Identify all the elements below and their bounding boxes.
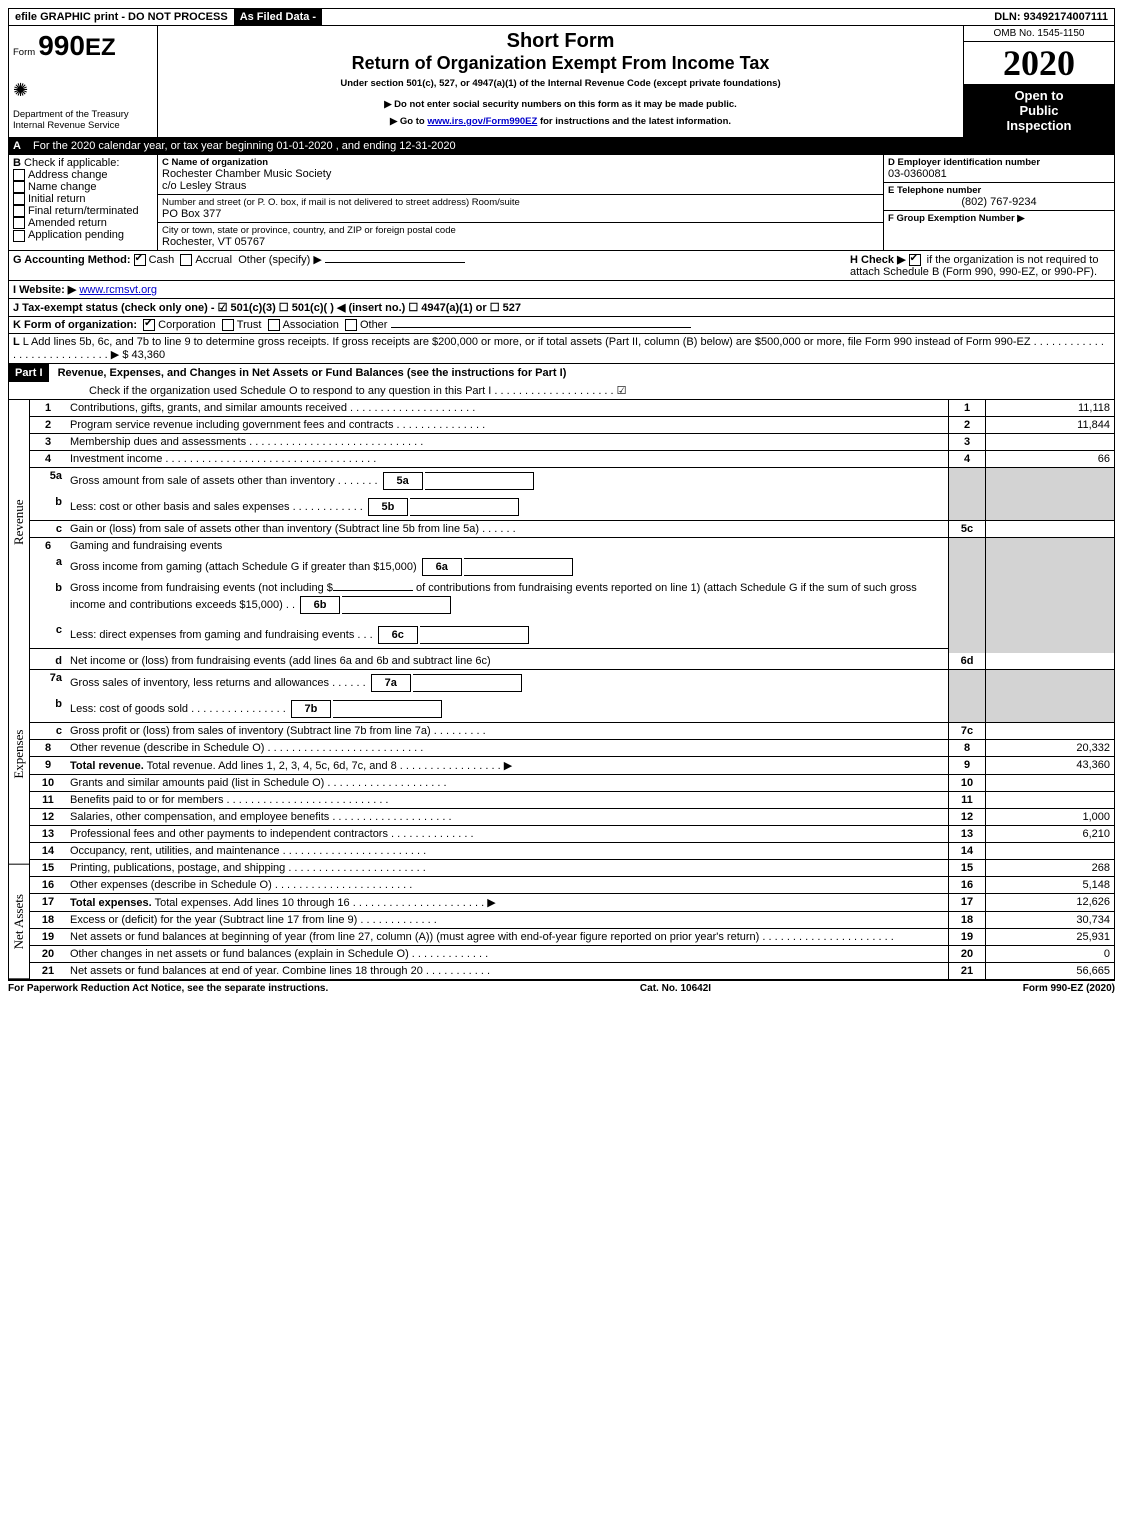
label-netassets: Net Assets	[9, 865, 29, 979]
bullet1: ▶ Do not enter social security numbers o…	[164, 99, 957, 110]
line-j: J Tax-exempt status (check only one) - ☑…	[8, 299, 1115, 317]
short-form-title: Short Form	[164, 30, 957, 53]
part-i-check: Check if the organization used Schedule …	[9, 382, 1114, 399]
dln-label: DLN: 93492174007111	[988, 9, 1114, 25]
check-corp[interactable]	[143, 319, 155, 331]
irs-label: Internal Revenue Service	[13, 120, 153, 131]
line-h-pre: H Check ▶	[850, 254, 909, 266]
box-c-label: C Name of organization	[162, 157, 879, 168]
org-city: Rochester, VT 05767	[162, 236, 879, 248]
line-l-text: L Add lines 5b, 6c, and 7b to line 9 to …	[13, 336, 1104, 361]
section-labels: Revenue Expenses Net Assets	[9, 400, 30, 979]
part-i-label: Part I	[9, 364, 49, 382]
box-e-label: E Telephone number	[888, 185, 1110, 196]
line-a-text: For the 2020 calendar year, or tax year …	[29, 138, 460, 154]
check-h[interactable]	[909, 254, 921, 266]
city-label: City or town, state or province, country…	[162, 225, 879, 236]
box-c: C Name of organization Rochester Chamber…	[158, 155, 884, 250]
footer-left: For Paperwork Reduction Act Notice, see …	[8, 983, 328, 994]
line-l: L L Add lines 5b, 6c, and 7b to line 9 t…	[8, 334, 1115, 364]
part-i-title: Revenue, Expenses, and Changes in Net As…	[52, 367, 567, 379]
org-name: Rochester Chamber Music Society	[162, 168, 879, 180]
header-right: OMB No. 1545-1150 2020 Open to Public In…	[963, 26, 1114, 137]
check-final[interactable]: Final return/terminated	[28, 205, 139, 217]
line-l-amt: $ 43,360	[122, 349, 165, 361]
box-f-label: F Group Exemption Number ▶	[888, 213, 1110, 224]
line-g-label: G Accounting Method:	[13, 254, 131, 266]
lines-container: Revenue Expenses Net Assets 1Contributio…	[8, 400, 1115, 980]
line-i: I Website: ▶ www.rcmsvt.org	[8, 281, 1115, 299]
check-address[interactable]: Address change	[28, 169, 108, 181]
check-cash[interactable]	[134, 254, 146, 266]
return-title: Return of Organization Exempt From Incom…	[164, 53, 957, 74]
irs-link[interactable]: www.irs.gov/Form990EZ	[427, 116, 537, 127]
check-name[interactable]: Name change	[28, 181, 97, 193]
box-b: B Check if applicable: Address change Na…	[9, 155, 158, 250]
bcd-block: B Check if applicable: Address change Na…	[8, 155, 1115, 251]
open-public-box: Open to Public Inspection	[964, 84, 1114, 137]
org-care: c/o Lesley Straus	[162, 180, 879, 192]
website-link[interactable]: www.rcmsvt.org	[79, 284, 157, 296]
page-footer: For Paperwork Reduction Act Notice, see …	[8, 980, 1115, 994]
omb-label: OMB No. 1545-1150	[964, 26, 1114, 42]
subtitle: Under section 501(c), 527, or 4947(a)(1)…	[164, 78, 957, 89]
footer-right: Form 990-EZ (2020)	[1023, 983, 1115, 994]
footer-mid: Cat. No. 10642I	[640, 983, 711, 994]
efile-label: efile GRAPHIC print - DO NOT PROCESS	[9, 9, 234, 25]
check-initial[interactable]: Initial return	[28, 193, 85, 205]
header-center: Short Form Return of Organization Exempt…	[158, 26, 963, 137]
part-i-header: Part I Revenue, Expenses, and Changes in…	[8, 364, 1115, 400]
box-def: D Employer identification number 03-0360…	[884, 155, 1114, 250]
label-revenue: Revenue	[9, 400, 29, 645]
dept-label: Department of the Treasury	[13, 109, 153, 120]
header-left: Form 990EZ ✺ Department of the Treasury …	[9, 26, 158, 137]
lines-table: 1Contributions, gifts, grants, and simil…	[30, 400, 1114, 979]
check-pending[interactable]: Application pending	[28, 229, 124, 241]
top-bar: efile GRAPHIC print - DO NOT PROCESS As …	[8, 8, 1115, 26]
org-street: PO Box 377	[162, 208, 879, 220]
form-number: 990EZ	[38, 30, 115, 61]
box-d-label: D Employer identification number	[888, 157, 1110, 168]
tax-year: 2020	[964, 42, 1114, 84]
check-other[interactable]	[345, 319, 357, 331]
check-assoc[interactable]	[268, 319, 280, 331]
check-amended[interactable]: Amended return	[28, 217, 107, 229]
label-expenses: Expenses	[9, 645, 29, 865]
gh-row: G Accounting Method: Cash Accrual Other …	[8, 251, 1115, 281]
form-prefix: Form	[13, 47, 35, 58]
line-j-text: J Tax-exempt status (check only one) - ☑…	[9, 299, 525, 316]
asfiled-label: As Filed Data -	[234, 9, 322, 25]
street-label: Number and street (or P. O. box, if mail…	[162, 197, 879, 208]
phone-value: (802) 767-9234	[888, 196, 1110, 208]
line-a: A For the 2020 calendar year, or tax yea…	[8, 138, 1115, 155]
bullet2: ▶ Go to www.irs.gov/Form990EZ for instru…	[164, 116, 957, 127]
check-trust[interactable]	[222, 319, 234, 331]
line-k: K Form of organization: Corporation Trus…	[8, 317, 1115, 334]
form-header: Form 990EZ ✺ Department of the Treasury …	[8, 26, 1115, 138]
ein-value: 03-0360081	[888, 168, 1110, 180]
check-accrual[interactable]	[180, 254, 192, 266]
